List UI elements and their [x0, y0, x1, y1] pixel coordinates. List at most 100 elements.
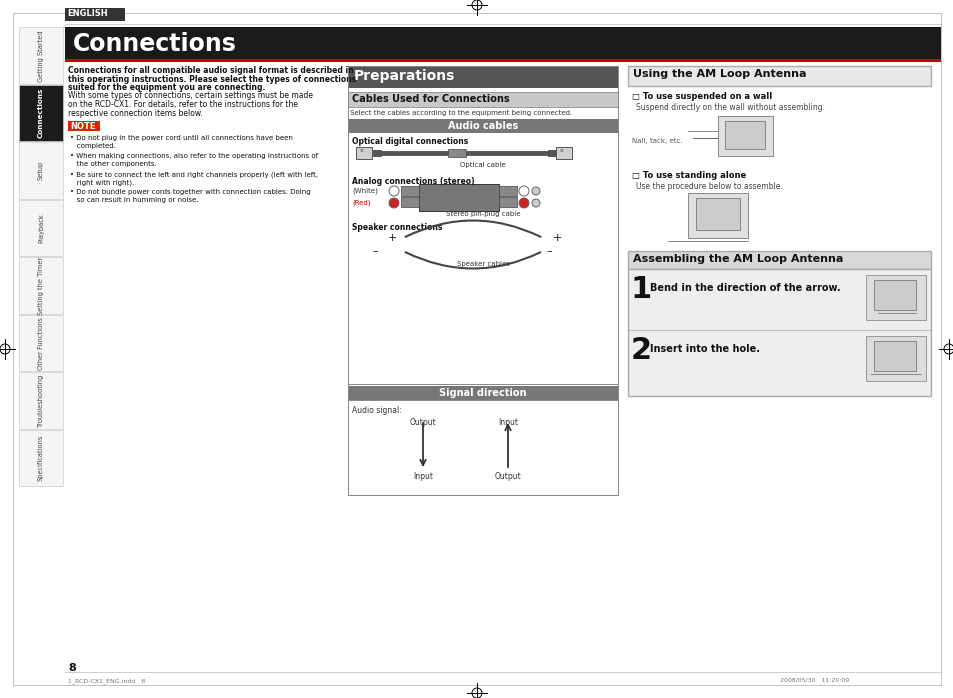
Bar [348, 66, 618, 88]
Text: x: x [359, 149, 363, 154]
Bar [348, 400, 618, 495]
Text: Getting Started: Getting Started [38, 30, 44, 82]
Text: Connections for all compatible audio signal format is described in: Connections for all compatible audio sig… [68, 66, 354, 75]
Bar [19, 84, 63, 141]
Bar [627, 66, 930, 86]
Bar [68, 121, 100, 131]
Bar [448, 149, 465, 157]
Bar [687, 193, 747, 238]
Circle shape [532, 199, 539, 207]
Circle shape [389, 186, 398, 196]
FancyArrowPatch shape [405, 221, 540, 237]
Text: +: + [553, 233, 561, 243]
Text: suited for the equipment you are connecting.: suited for the equipment you are connect… [68, 83, 265, 92]
Bar [19, 200, 63, 256]
Bar [627, 269, 930, 396]
Text: completed.: completed. [70, 143, 115, 149]
Text: □ To use standing alone: □ To use standing alone [631, 171, 745, 180]
Text: With some types of connections, certain settings must be made: With some types of connections, certain … [68, 91, 313, 101]
Text: on the RCD-CX1. For details, refer to the instructions for the: on the RCD-CX1. For details, refer to th… [68, 100, 297, 109]
Text: Speaker cables: Speaker cables [456, 261, 509, 267]
Text: right with right).: right with right). [70, 179, 134, 186]
FancyArrowPatch shape [405, 252, 540, 269]
Bar [348, 66, 618, 495]
Text: Insert into the hole.: Insert into the hole. [649, 344, 760, 354]
Text: Stereo pin-plug cable: Stereo pin-plug cable [445, 211, 519, 217]
Text: Analog connections (stereo): Analog connections (stereo) [352, 177, 475, 186]
Text: • Be sure to connect the left and right channels properly (left with left,: • Be sure to connect the left and right … [70, 171, 317, 177]
Bar [348, 92, 618, 107]
Text: 8: 8 [68, 663, 75, 673]
Text: Connections: Connections [38, 88, 44, 138]
Bar [373, 150, 380, 156]
Text: Preparations: Preparations [354, 69, 455, 83]
Text: • Do not plug in the power cord until all connections have been: • Do not plug in the power cord until al… [70, 135, 293, 141]
Bar [718, 116, 772, 156]
Text: x: x [559, 149, 563, 154]
Text: Other Functions: Other Functions [38, 317, 44, 370]
Text: –: – [545, 246, 551, 256]
Bar [498, 186, 517, 196]
Text: • Do not bundle power cords together with connection cables. Doing: • Do not bundle power cords together wit… [70, 189, 311, 195]
Text: □ To use suspended on a wall: □ To use suspended on a wall [631, 92, 771, 101]
Text: NOTE: NOTE [70, 122, 95, 131]
Bar [418, 184, 498, 211]
Bar [627, 251, 930, 269]
Text: 1: 1 [630, 275, 652, 304]
Circle shape [532, 187, 539, 195]
Text: this operating instructions. Please select the types of connections: this operating instructions. Please sele… [68, 75, 355, 84]
Text: Select the cables according to the equipment being connected.: Select the cables according to the equip… [350, 110, 572, 116]
Bar [498, 197, 517, 207]
Bar [865, 275, 925, 320]
Bar [400, 197, 418, 207]
Text: Using the AM Loop Antenna: Using the AM Loop Antenna [633, 69, 805, 79]
Bar [19, 429, 63, 486]
Text: Input: Input [413, 472, 433, 481]
Bar [355, 147, 372, 159]
Circle shape [389, 198, 398, 208]
Text: Playback: Playback [38, 214, 44, 243]
Bar [19, 27, 63, 84]
Text: Audio cables: Audio cables [447, 121, 517, 131]
Text: Suspend directly on the wall without assembling.: Suspend directly on the wall without ass… [636, 103, 824, 112]
Bar [348, 119, 618, 133]
Text: ENGLISH: ENGLISH [67, 9, 108, 18]
Text: Nail, tack, etc.: Nail, tack, etc. [631, 138, 682, 144]
Text: Optical digital connections: Optical digital connections [352, 137, 468, 146]
Bar [556, 147, 572, 159]
Bar [65, 8, 125, 21]
Bar [873, 341, 915, 371]
Bar [19, 257, 63, 313]
Circle shape [518, 198, 529, 208]
Bar [19, 315, 63, 371]
Text: Bend in the direction of the arrow.: Bend in the direction of the arrow. [649, 283, 840, 293]
Bar [19, 372, 63, 429]
Text: Signal direction: Signal direction [438, 388, 526, 398]
Text: Assembling the AM Loop Antenna: Assembling the AM Loop Antenna [633, 254, 842, 264]
Text: • When making connections, also refer to the operating instructions of: • When making connections, also refer to… [70, 153, 317, 159]
Bar [65, 59, 940, 62]
Bar [65, 27, 940, 59]
Text: Audio signal:: Audio signal: [352, 406, 401, 415]
Text: Troubleshooting: Troubleshooting [38, 374, 44, 427]
Text: Output: Output [409, 418, 436, 427]
Text: Setup: Setup [38, 161, 44, 180]
Text: Setting the Timer: Setting the Timer [38, 257, 44, 315]
Text: Cables Used for Connections: Cables Used for Connections [352, 94, 509, 105]
Text: 2008/05/30   11:20:09: 2008/05/30 11:20:09 [780, 678, 848, 683]
Bar [19, 142, 63, 198]
Text: 2: 2 [630, 336, 652, 365]
Text: Connections: Connections [73, 32, 236, 56]
Bar [865, 336, 925, 381]
Text: Speaker connections: Speaker connections [352, 223, 442, 232]
Text: (White): (White) [352, 188, 377, 195]
Text: 1_RCD-CX1_ENG.indd   8: 1_RCD-CX1_ENG.indd 8 [68, 678, 145, 683]
Text: Use the procedure below to assemble.: Use the procedure below to assemble. [636, 182, 781, 191]
Bar [696, 198, 740, 230]
Text: +: + [388, 233, 397, 243]
Bar [348, 386, 618, 400]
Text: Output: Output [494, 472, 521, 481]
Text: (Red): (Red) [352, 199, 370, 205]
Text: respective connection items below.: respective connection items below. [68, 108, 203, 117]
Text: Specifications: Specifications [38, 435, 44, 482]
